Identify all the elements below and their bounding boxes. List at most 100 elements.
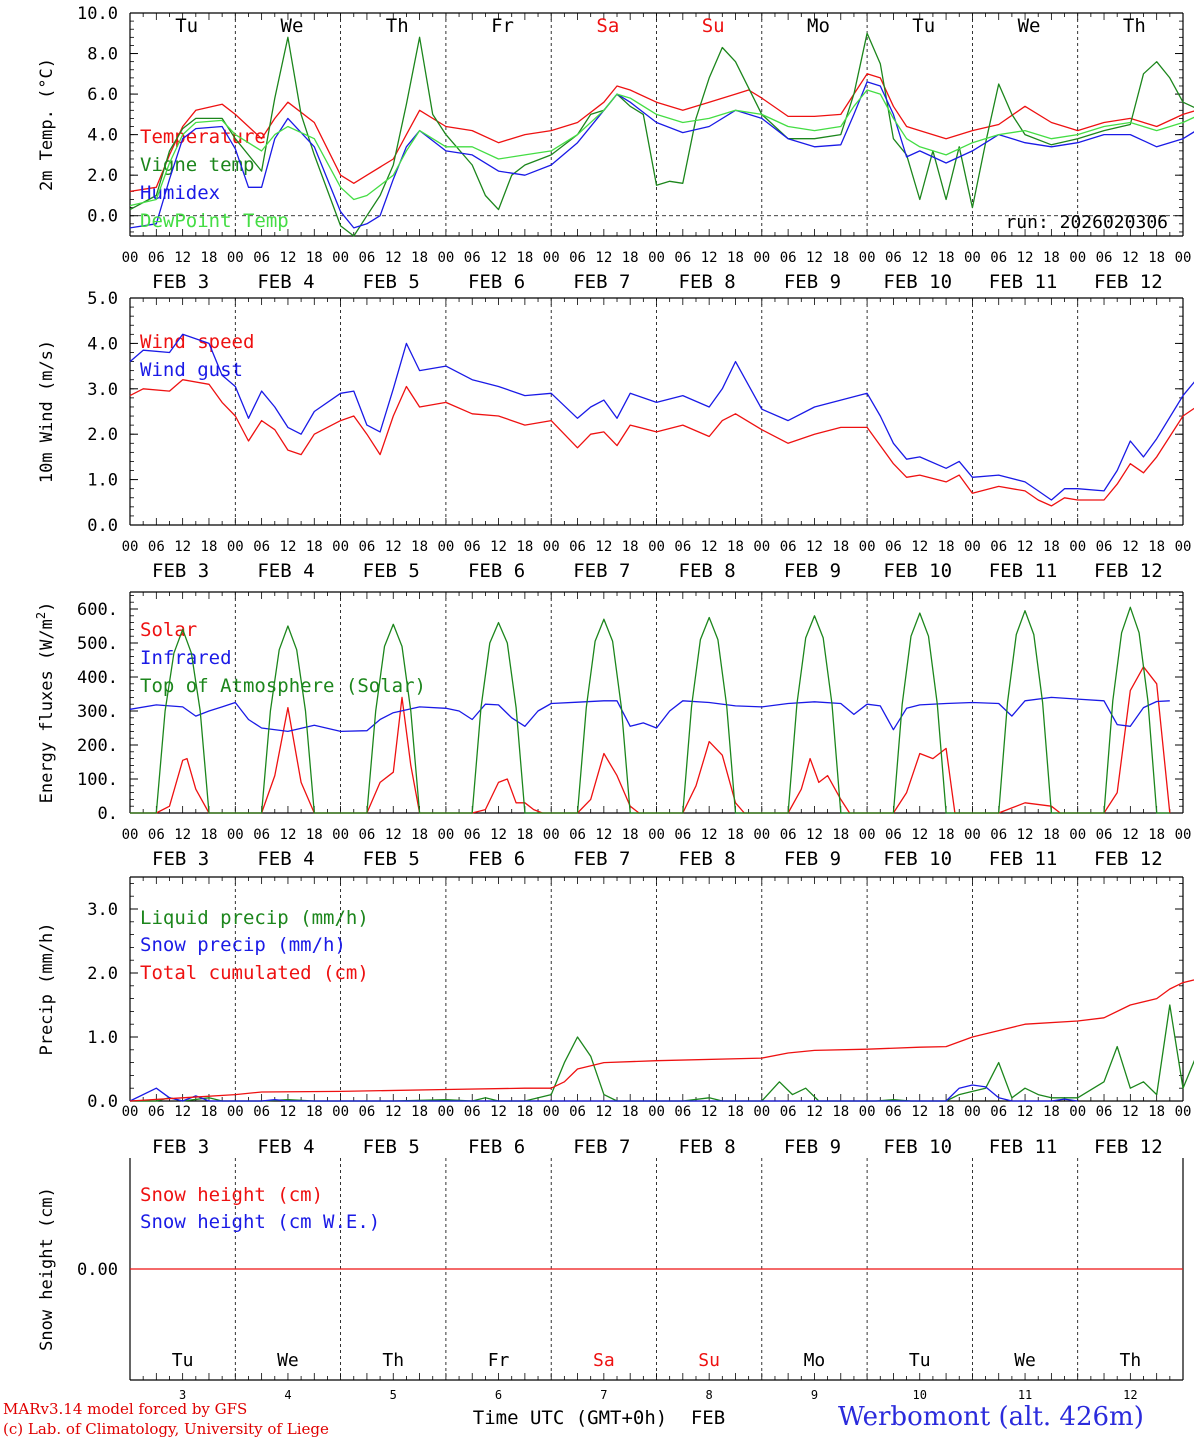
hour-label: 00: [1175, 539, 1192, 555]
hour-label: 18: [516, 1104, 533, 1120]
hour-label: 12: [595, 539, 612, 555]
hour-label: 06: [253, 1104, 270, 1120]
hour-label: 12: [174, 539, 191, 555]
hour-label: 12: [1017, 827, 1034, 843]
hour-label: 00: [964, 827, 981, 843]
hour-label: 00: [964, 1104, 981, 1120]
hour-label: 06: [990, 827, 1007, 843]
y-tick-label: 0.0: [87, 1092, 118, 1112]
series-line-wind-speed: [129, 379, 1194, 507]
y-tick-label: 300.: [77, 702, 118, 722]
day-name: Th: [1123, 15, 1146, 37]
series-line-infrared: [129, 696, 1170, 733]
y-axis-title: Snow height (cm): [37, 1187, 57, 1351]
date-label: FEB 9: [784, 560, 841, 582]
hour-label: 06: [253, 250, 270, 266]
legend-entry: Snow height (cm): [140, 1184, 323, 1206]
date-label: FEB 10: [883, 271, 952, 293]
hour-label: 06: [148, 539, 165, 555]
hour-label: 06: [780, 827, 797, 843]
panel-3: 0. 100. 200. 300. 400. 500. 600. Energy fluxes …: [34, 591, 1191, 870]
day-name: Su: [702, 15, 725, 37]
panel-5: 0.00 Snow height (cm) Snow height (cm) Snow…: [37, 1158, 1184, 1429]
hour-label: 18: [622, 539, 639, 555]
panel-2: 0.0 1.0 2.0 3.0 4.0 5.0 10m Wind (m/s) 00 06 12 18…: [37, 289, 1194, 582]
hour-label: 06: [464, 250, 481, 266]
hour-label: 18: [1148, 1104, 1165, 1120]
hour-label: 00: [122, 827, 139, 843]
hour-label: 18: [832, 250, 849, 266]
hour-label: 18: [411, 827, 428, 843]
series-line-snow-precip-mm-h-: [129, 1084, 1078, 1102]
y-axis-title: Precip (mm/h): [37, 922, 57, 1055]
hour-label: 06: [1096, 250, 1113, 266]
legend-entry: Snow height (cm W.E.): [140, 1211, 380, 1233]
day-number: 6: [495, 1388, 502, 1402]
hour-label: 12: [911, 827, 928, 843]
hour-label: 18: [622, 827, 639, 843]
hour-label: 18: [306, 539, 323, 555]
date-label: FEB 11: [989, 848, 1058, 870]
date-label: FEB 10: [883, 848, 952, 870]
hour-label: 12: [911, 539, 928, 555]
hour-label: 00: [753, 827, 770, 843]
y-tick-label: 600.: [77, 600, 118, 620]
hour-label: 06: [358, 539, 375, 555]
y-tick-label: 200.: [77, 736, 118, 756]
hour-label: 00: [122, 539, 139, 555]
day-name: We: [277, 1350, 299, 1371]
hour-label: 12: [911, 250, 928, 266]
hour-label: 06: [885, 827, 902, 843]
y-tick-label: 2.0: [87, 964, 118, 984]
hour-label: 18: [1043, 1104, 1060, 1120]
hour-label: 00: [648, 250, 665, 266]
hour-label: 06: [569, 1104, 586, 1120]
hour-label: 12: [1122, 1104, 1139, 1120]
hour-label: 00: [437, 827, 454, 843]
date-label: FEB 10: [883, 560, 952, 582]
date-label: FEB 6: [468, 848, 525, 870]
hour-label: 06: [358, 1104, 375, 1120]
y-tick-label: 500.: [77, 634, 118, 654]
hour-label: 18: [516, 827, 533, 843]
y-axis-title: 10m Wind (m/s): [37, 340, 57, 483]
hour-label: 06: [358, 250, 375, 266]
hour-label: 06: [569, 827, 586, 843]
series-line-temperature: [129, 73, 1194, 193]
hour-label: 18: [938, 250, 955, 266]
hour-label: 12: [595, 250, 612, 266]
station-title: Werbomont (alt. 426m): [838, 1402, 1144, 1432]
hour-label: 12: [806, 250, 823, 266]
hour-label: 18: [1148, 827, 1165, 843]
day-number: 9: [811, 1388, 818, 1402]
day-name: Tu: [912, 15, 935, 37]
date-label: FEB 12: [1094, 560, 1163, 582]
legend-entry: Total cumulated (cm): [140, 962, 369, 984]
hour-label: 00: [227, 1104, 244, 1120]
date-label: FEB 10: [883, 1136, 952, 1158]
hour-label: 06: [464, 827, 481, 843]
hour-label: 12: [490, 1104, 507, 1120]
legend-entry: Top of Atmosphere (Solar): [140, 675, 426, 697]
day-name: We: [281, 15, 304, 37]
date-label: FEB 11: [989, 271, 1058, 293]
day-name: We: [1018, 15, 1041, 37]
hour-label: 06: [148, 1104, 165, 1120]
date-label: FEB 4: [257, 1136, 314, 1158]
hour-label: 00: [122, 250, 139, 266]
hour-label: 12: [701, 1104, 718, 1120]
hour-label: 06: [464, 1104, 481, 1120]
legend-entry: Infrared: [140, 647, 232, 669]
date-label: FEB 8: [679, 848, 736, 870]
y-tick-label: 3.0: [87, 900, 118, 920]
hour-label: 00: [437, 250, 454, 266]
hour-label: 18: [832, 539, 849, 555]
hour-label: 12: [701, 539, 718, 555]
hour-label: 12: [595, 827, 612, 843]
hour-label: 18: [938, 1104, 955, 1120]
hour-label: 00: [543, 539, 560, 555]
date-label: FEB 5: [363, 560, 420, 582]
hour-label: 18: [832, 1104, 849, 1120]
hour-label: 18: [1148, 250, 1165, 266]
